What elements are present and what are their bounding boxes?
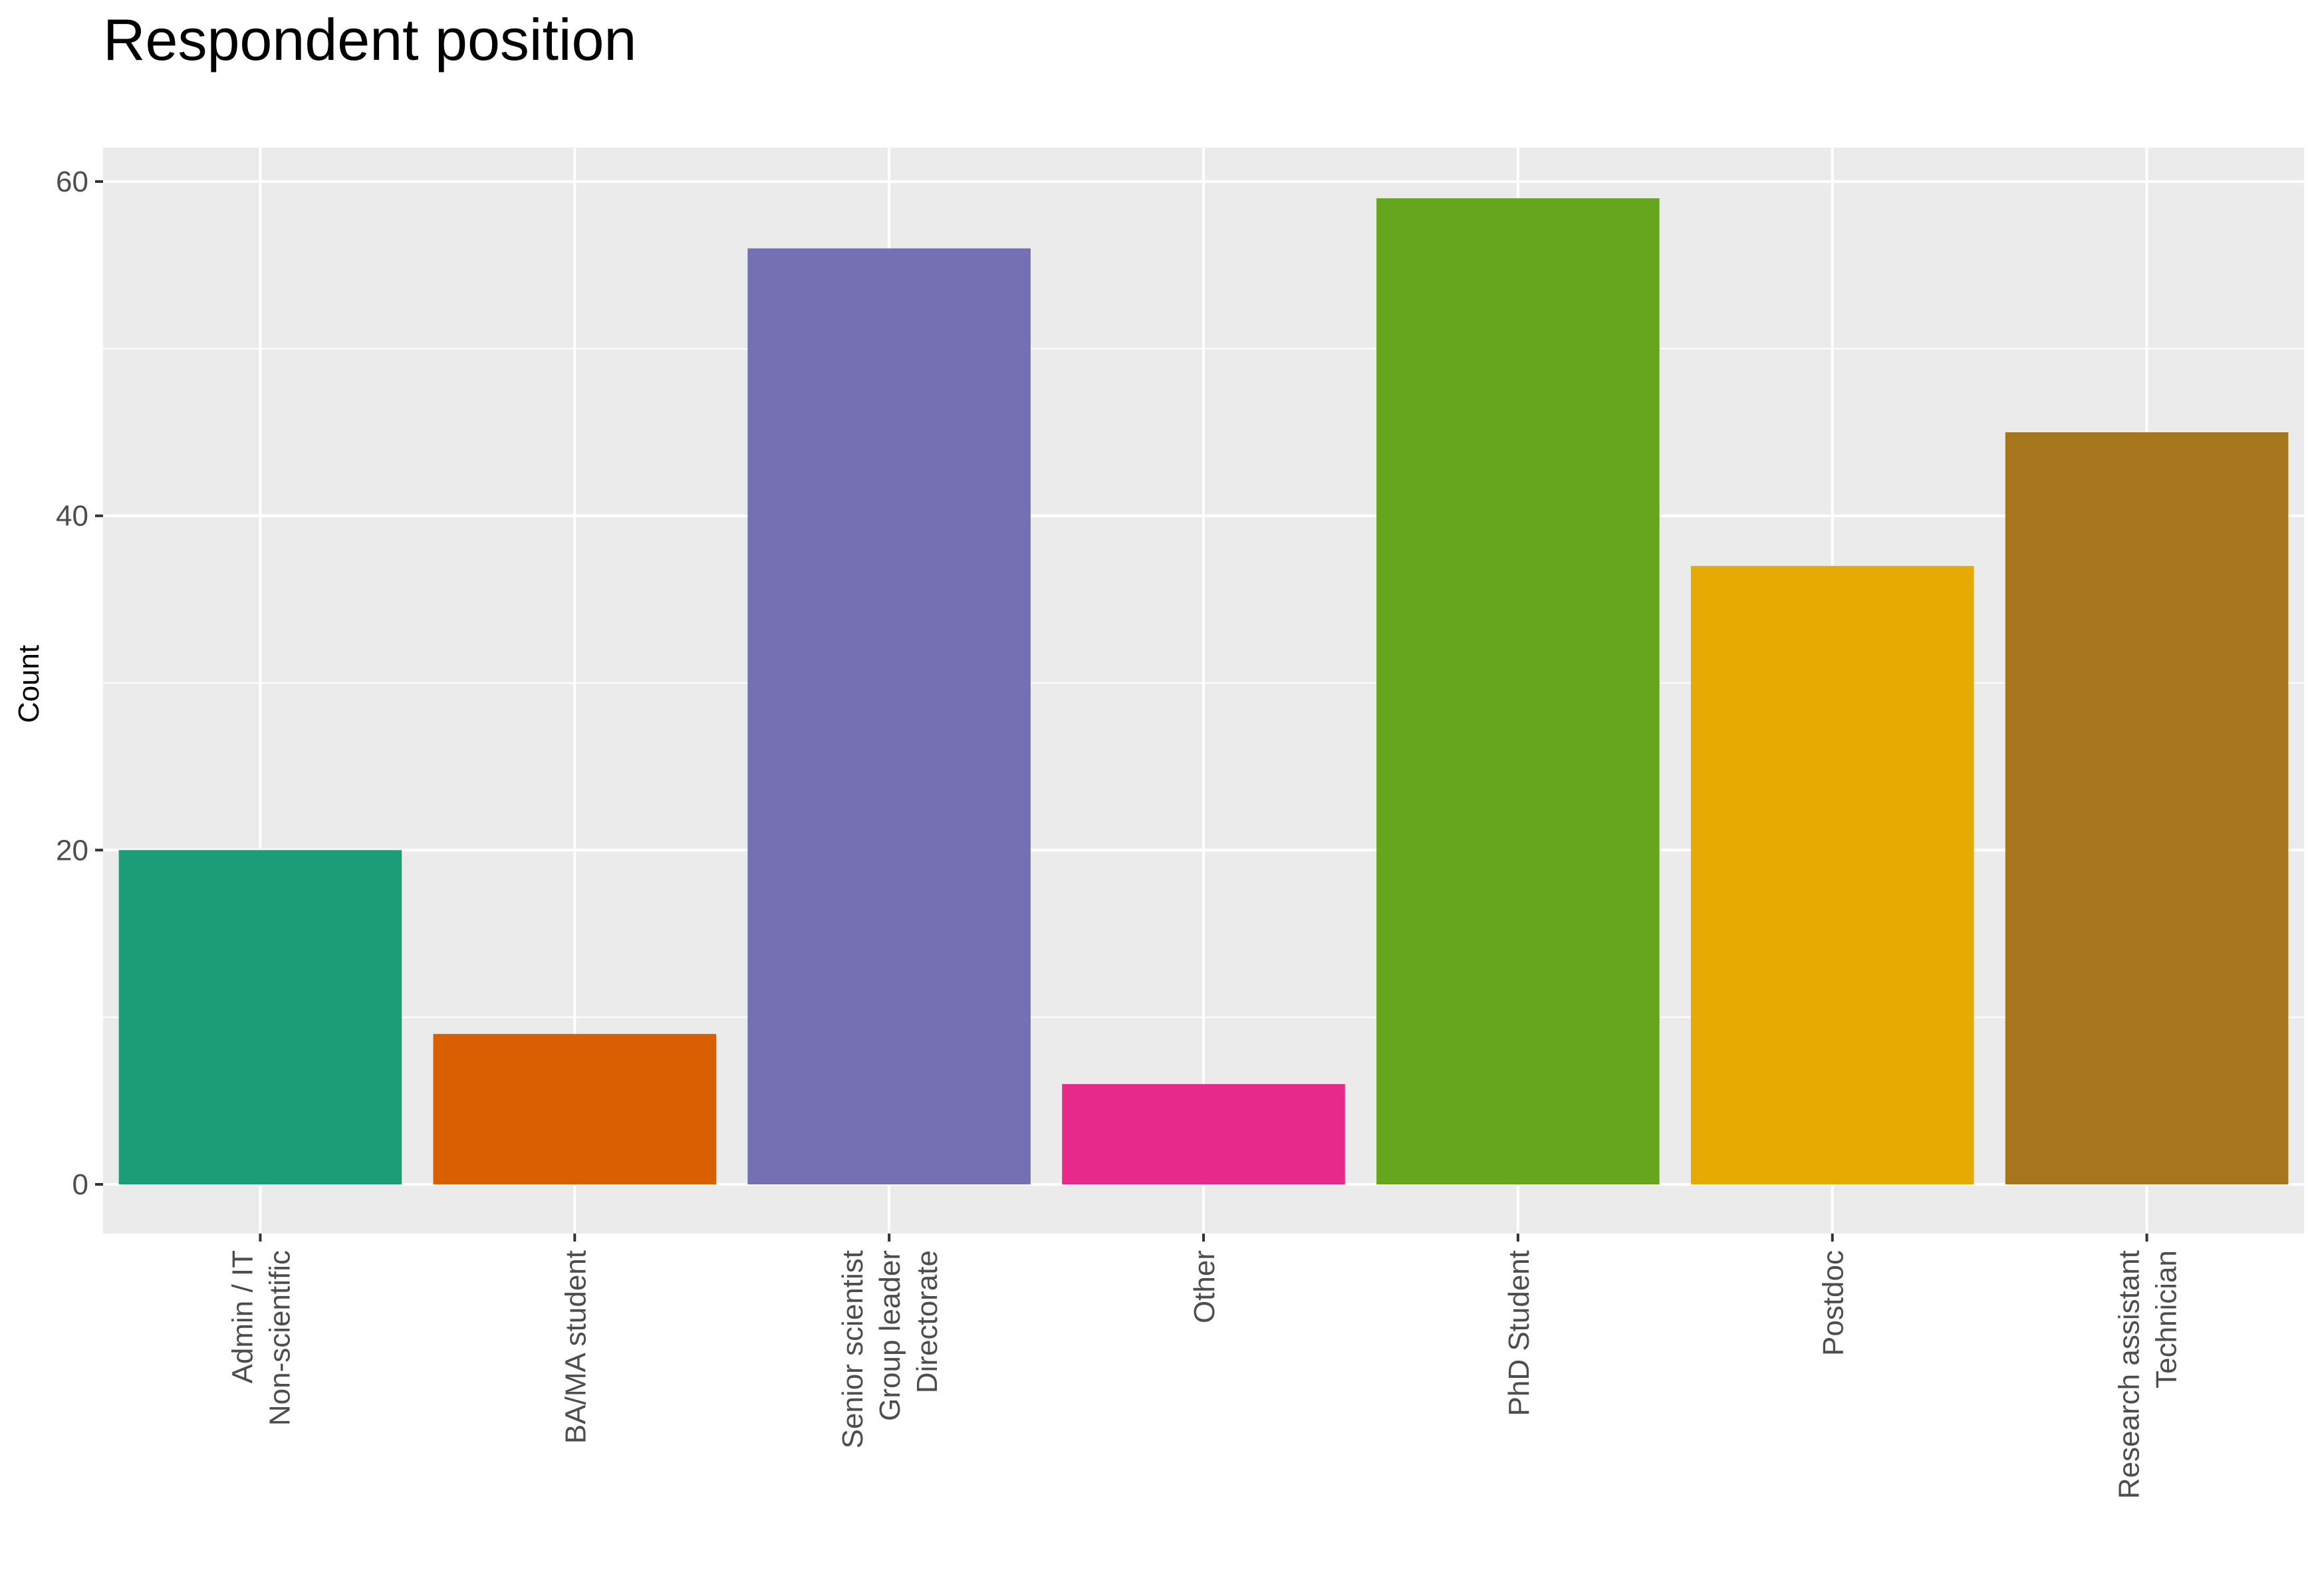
- bar: [1690, 566, 1974, 1184]
- bar: [118, 850, 402, 1184]
- bar: [433, 1033, 717, 1184]
- svg-text:PhD Student: PhD Student: [1503, 1250, 1535, 1416]
- y-tick-label: 0: [72, 1168, 88, 1201]
- y-tick-label: 40: [56, 500, 88, 533]
- x-tick-label: Research assistant Technician: [2113, 1250, 2183, 1499]
- y-tick-label: 60: [56, 166, 88, 198]
- svg-text:BA/MA student: BA/MA student: [559, 1250, 592, 1444]
- x-tick-label: PhD Student: [1503, 1250, 1535, 1416]
- svg-text:Postdoc: Postdoc: [1817, 1250, 1850, 1356]
- bars-group: [118, 198, 2289, 1185]
- x-tick-label: Senior scientist Group leader Directorate: [836, 1250, 944, 1448]
- y-tick-label: 20: [56, 834, 88, 866]
- bar: [2005, 432, 2289, 1184]
- chart-title: Respondent position: [103, 7, 637, 72]
- bar: [1376, 198, 1660, 1185]
- x-tick-label: Admin / IT Non-scientific: [226, 1250, 296, 1426]
- bar: [1062, 1084, 1345, 1184]
- y-axis: 0 20 40 60: [56, 166, 103, 1201]
- x-axis: Admin / IT Non-scientific BA/MA student Sen…: [226, 1234, 2183, 1499]
- bar: [747, 248, 1031, 1184]
- svg-text:Other: Other: [1188, 1250, 1221, 1323]
- x-tick-label: Other: [1188, 1250, 1221, 1323]
- y-axis-title: Count: [13, 645, 45, 723]
- x-tick-label: BA/MA student: [559, 1250, 592, 1444]
- x-tick-label: Postdoc: [1817, 1250, 1850, 1356]
